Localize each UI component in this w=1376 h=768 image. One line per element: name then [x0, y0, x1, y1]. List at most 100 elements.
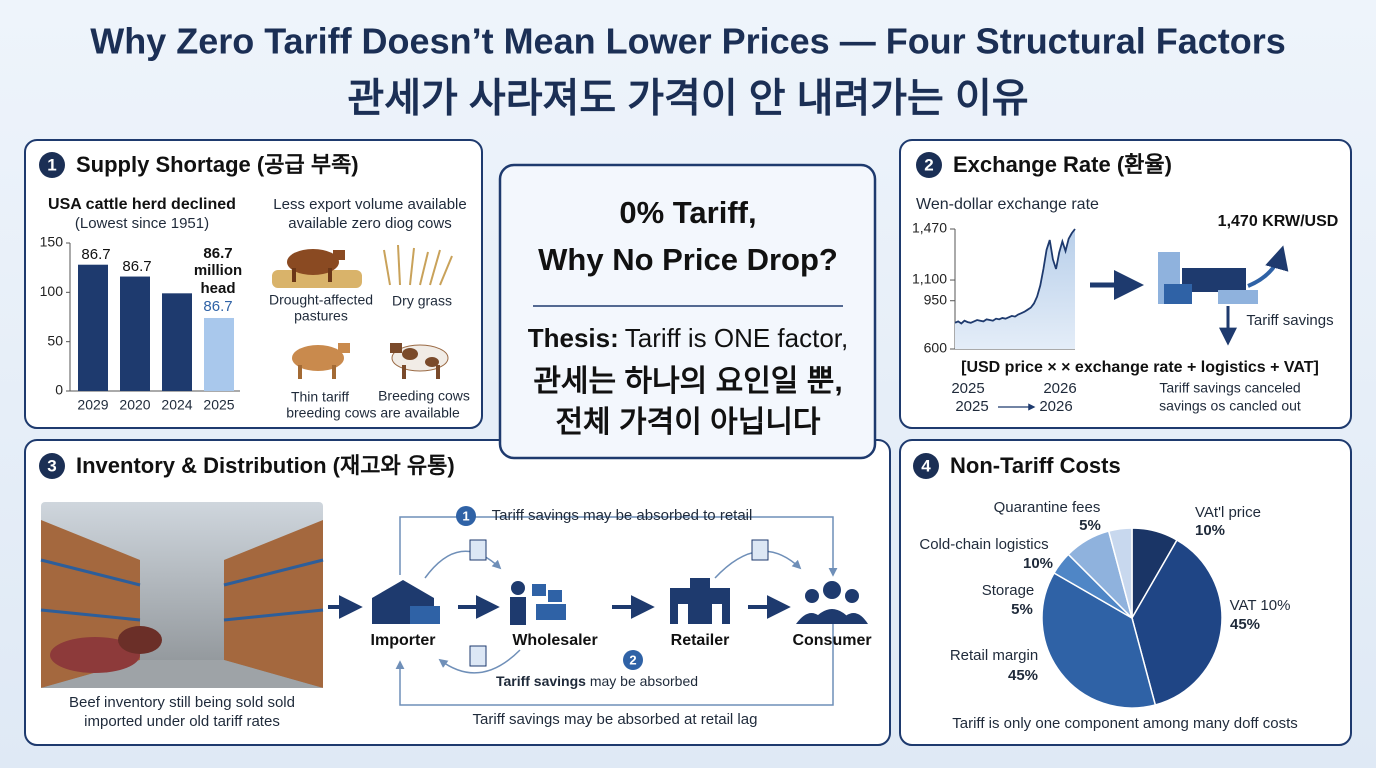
thesis-box — [498, 163, 877, 460]
x-tick-label: 2025 — [951, 380, 984, 397]
bar — [120, 276, 150, 391]
caption: breeding cows are available — [286, 405, 460, 421]
badge — [623, 650, 643, 670]
slice-label: Quarantine fees — [994, 499, 1101, 516]
annotation: million — [194, 262, 242, 279]
rate: 1,470 KRW/USD — [1218, 213, 1339, 230]
badge — [913, 453, 939, 479]
chart-subtitle: (Lowest since 1951) — [75, 215, 209, 232]
loop-label: Tariff savings may be absorbed — [496, 673, 698, 689]
panel-title: Non-Tariff Costs — [950, 453, 1121, 478]
flow-icons — [372, 539, 868, 667]
y-tick-label: 950 — [924, 291, 948, 307]
heading: 0% Tariff, — [619, 195, 756, 230]
slice-value: 5% — [1011, 601, 1033, 618]
panel-title: Inventory & Distribution (재고와 유통) — [76, 453, 455, 478]
badge — [916, 152, 942, 178]
flow-node: Consumer — [792, 632, 871, 649]
caption: pastures — [294, 308, 348, 324]
caption: imported under old tariff rates — [84, 713, 280, 730]
badge-number: 1 — [47, 155, 56, 174]
slice-label: VAt'l price — [1195, 504, 1261, 521]
x-tick-label: 2029 — [77, 397, 108, 413]
x-tick-label: 2026 — [1043, 380, 1076, 397]
flow-node: Wholesaler — [512, 632, 597, 649]
thesis-text: Tariff is ONE factor, — [625, 323, 848, 353]
y-tick-label: 1,470 — [912, 220, 947, 236]
slice-label: VAT 10% — [1230, 597, 1291, 614]
slice-label: Storage — [982, 582, 1035, 599]
caption: Dry grass — [392, 293, 452, 309]
loop-label-text: may be absorbed — [586, 673, 698, 689]
savings: Tariff savings — [1246, 312, 1333, 329]
slice-value: 45% — [1230, 616, 1260, 633]
y-tick-label: 600 — [924, 340, 948, 356]
pie-slice — [1041, 571, 1157, 709]
footer: Tariff is only one component among many … — [952, 715, 1297, 732]
thesis-label: Thesis: — [528, 323, 619, 353]
thesis-korean: 전체 가격이 아닙니다 — [555, 406, 820, 439]
period: 2025 — [955, 398, 988, 415]
annotation: 86.7 — [81, 246, 110, 263]
slice-value: 10% — [1023, 555, 1053, 572]
badge-number: 2 — [924, 155, 933, 174]
x-tick-label: 2025 — [203, 397, 234, 413]
slice-value: 45% — [1008, 667, 1038, 684]
badge — [39, 152, 65, 178]
outcome: savings os cancled out — [1159, 398, 1301, 414]
annotation: 86.7 — [203, 245, 232, 262]
caption: Breeding cows — [378, 388, 470, 404]
loop-label-bold: Tariff savings — [496, 673, 586, 689]
badge — [456, 506, 476, 526]
y-tick-label: 100 — [40, 283, 64, 299]
pie-slice — [1131, 539, 1223, 706]
panel-title: Supply Shortage (공급 부족) — [76, 152, 359, 177]
y-tick-label: 50 — [47, 332, 63, 348]
slice-value: 10% — [1195, 522, 1225, 539]
badge-number: 4 — [921, 456, 931, 475]
bar — [78, 264, 108, 391]
flow-node: Retailer — [671, 632, 730, 649]
flow-lines — [328, 516, 838, 706]
outcome: Tariff savings canceled — [1159, 380, 1300, 396]
area — [955, 229, 1075, 349]
bar — [204, 317, 234, 391]
badge-number: 2 — [629, 652, 636, 667]
x-tick-label: 2024 — [161, 397, 192, 413]
thesis: Thesis: Tariff is ONE factor, — [528, 323, 849, 353]
thesis-korean: 관세는 하나의 요인일 뿐, — [533, 365, 842, 398]
period: 2026 — [1039, 398, 1072, 415]
slice-label: Retail margin — [950, 647, 1038, 664]
note: available zero diog cows — [288, 215, 451, 232]
flow-node: Importer — [371, 632, 436, 649]
exchange-illustration — [998, 245, 1289, 411]
annotation: 86.7 — [203, 298, 232, 315]
x-tick-label: 2020 — [119, 397, 150, 413]
slice-label: Cold-chain logistics — [919, 536, 1048, 553]
caption: Drought-affected — [269, 292, 373, 308]
slice-value: 5% — [1079, 517, 1101, 534]
note: Less export volume available — [273, 196, 466, 213]
loop-label: Tariff savings may be absorbed to retail — [492, 507, 753, 524]
heading: Why No Price Drop? — [538, 242, 838, 277]
illustrations — [272, 244, 453, 379]
caption: Thin tariff — [291, 389, 349, 405]
formula: [USD price × × exchange rate + logistics… — [961, 359, 1319, 376]
chart-title: Wen-dollar exchange rate — [916, 196, 1099, 213]
y-tick-label: 150 — [40, 234, 64, 250]
subtitle: 관세가 사라져도 가격이 안 내려가는 이유 — [347, 77, 1028, 121]
loop-label: Tariff savings may be absorbed at retail… — [473, 711, 758, 728]
badge-number: 1 — [462, 508, 469, 523]
bar — [162, 293, 192, 391]
annotation: head — [200, 280, 235, 297]
caption: Beef inventory still being sold sold — [69, 694, 295, 711]
title: Why Zero Tariff Doesn’t Mean Lower Price… — [90, 21, 1286, 62]
pie-slice — [1107, 527, 1133, 619]
annotation: 86.7 — [122, 258, 151, 275]
y-tick-label: 1,100 — [912, 271, 947, 287]
warehouse-photo — [40, 502, 324, 688]
panel-title: Exchange Rate (환율) — [953, 152, 1172, 177]
badge — [39, 453, 65, 479]
